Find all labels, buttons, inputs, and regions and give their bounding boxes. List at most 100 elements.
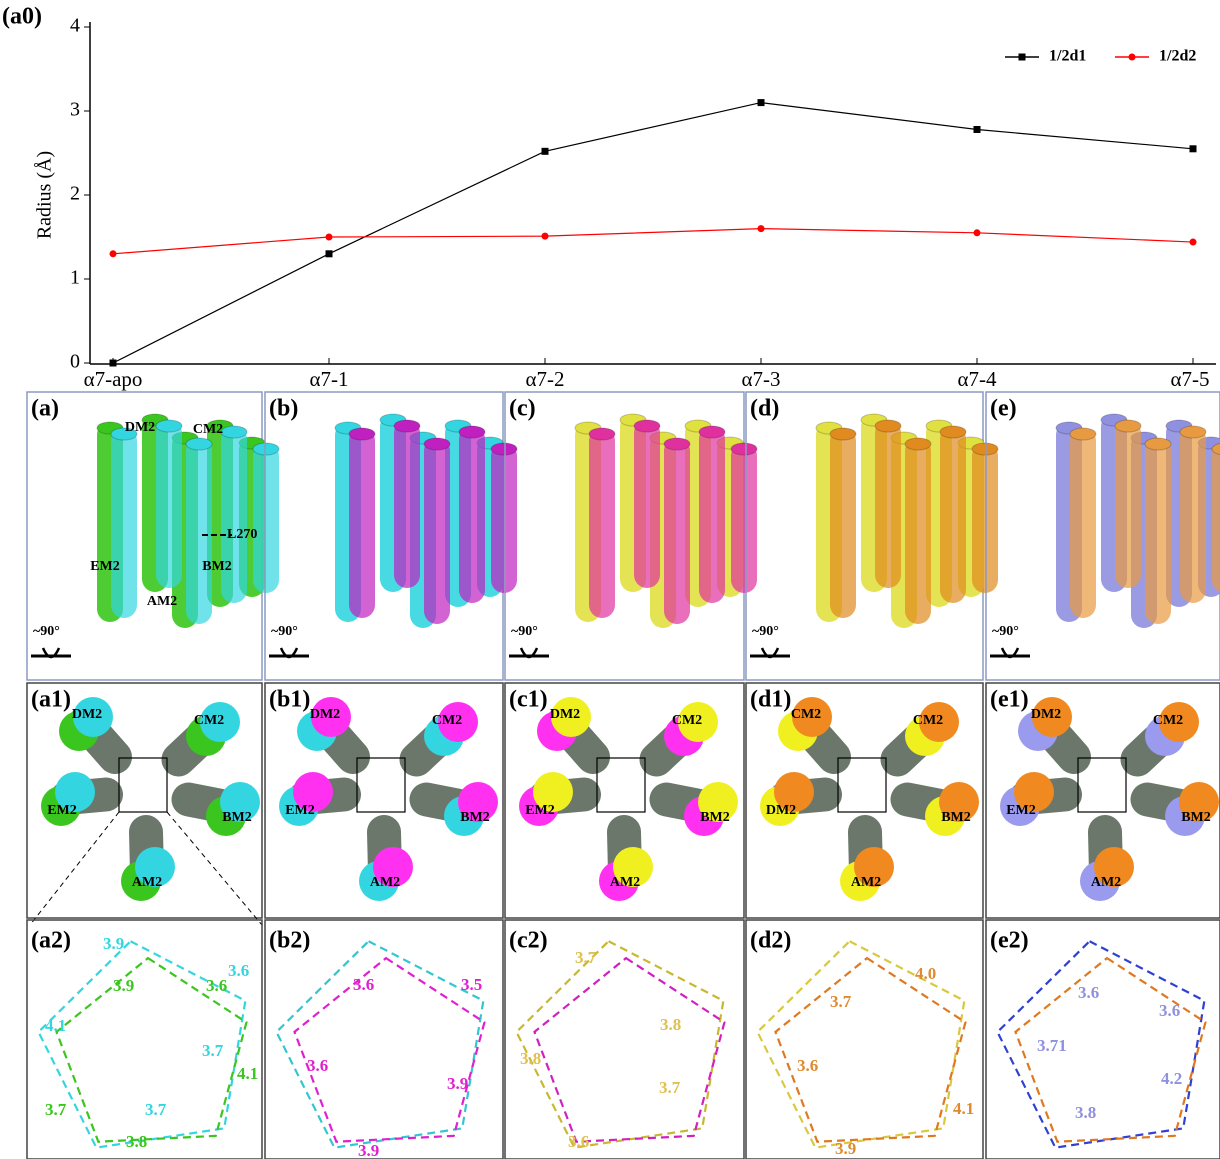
helix-label: EM2 [285, 803, 315, 818]
x-tick-label: α7-2 [526, 367, 565, 391]
helix-cylinder [1180, 426, 1206, 603]
marker [758, 99, 765, 106]
distance-label: 4.1 [237, 1064, 258, 1083]
zoom-guide [30, 812, 119, 925]
helix-label: BM2 [202, 559, 232, 574]
distance-label: 3.8 [1075, 1103, 1096, 1122]
rotation-label: ~90° [752, 624, 779, 639]
panel-label: (b2) [269, 928, 310, 954]
distance-label: 3.71 [1037, 1036, 1067, 1055]
helix-cap [875, 420, 901, 432]
distance-label: 3.8 [126, 1132, 147, 1151]
marker [1190, 145, 1197, 152]
rotation-label: ~90° [33, 624, 60, 639]
panel-label: (c) [509, 396, 536, 422]
helix-cap [491, 443, 517, 455]
x-tick-label: α7-apo [84, 367, 143, 391]
helix-cylinder [699, 426, 725, 603]
helix-label: AM2 [370, 875, 400, 890]
marker [1019, 54, 1026, 61]
panel-frame [505, 920, 744, 1159]
helix-cap [664, 438, 690, 450]
helix-cylinder [491, 443, 517, 593]
helix-label: DM2 [1031, 707, 1061, 722]
distance-label: 3.7 [830, 992, 852, 1011]
helix-cap [424, 438, 450, 450]
distance-label: 3.7 [659, 1078, 681, 1097]
helix-cap [221, 426, 247, 438]
helix-cap [1145, 438, 1171, 450]
helix-cap [394, 420, 420, 432]
distance-label: 3.6 [1078, 983, 1099, 1002]
distance-label: 3.8 [660, 1015, 681, 1034]
chart-title: (a0) [2, 4, 42, 30]
helix-cylinder [186, 438, 212, 624]
helix-label: EM2 [1006, 803, 1036, 818]
series-line [113, 229, 1193, 254]
helix-label: BM2 [700, 810, 730, 825]
marker [326, 250, 333, 257]
helix-cylinder [1212, 443, 1220, 593]
helix-label: BM2 [222, 810, 252, 825]
helix-cylinder [424, 438, 450, 624]
helix-cap [972, 443, 998, 455]
marker [758, 225, 765, 232]
distance-label: 3.6 [1159, 1001, 1180, 1020]
panel-frame [27, 920, 262, 1159]
distance-label: 3.6 [228, 961, 249, 980]
distance-label: 3.5 [461, 975, 482, 994]
distance-label: 4.0 [915, 964, 936, 983]
helix-cap [1070, 428, 1096, 440]
helix-label: AM2 [132, 875, 162, 890]
distance-label: 3.8 [520, 1049, 541, 1068]
figure: (a0) Radius (Å) 01234α7-apoα7-1α7-2α7-3α… [0, 0, 1220, 1159]
panel-label: (a1) [31, 687, 71, 713]
panel-frame [746, 920, 983, 1159]
helix-label: AM2 [610, 875, 640, 890]
helix-cylinder [394, 420, 420, 588]
helix-label: DM2 [550, 707, 580, 722]
x-tick-label: α7-3 [742, 367, 781, 391]
helix-cylinder [1145, 438, 1171, 624]
helix-label: AM2 [851, 875, 881, 890]
distance-pentagon [276, 941, 483, 1147]
marker [110, 250, 117, 257]
y-axis-label: Radius (Å) [34, 151, 56, 239]
helix-cylinder [253, 443, 279, 593]
helix-cylinder [156, 420, 182, 588]
residue-label: L270 [227, 527, 257, 542]
helix-label: EM2 [90, 559, 120, 574]
helix-cylinder [1070, 428, 1096, 618]
marker [1129, 54, 1136, 61]
panel-label: (a2) [31, 928, 71, 954]
marker [542, 148, 549, 155]
helix-cylinder [349, 428, 375, 618]
distance-label: 4.1 [953, 1099, 974, 1118]
x-tick-label: α7-4 [958, 367, 997, 391]
helix-label: CM2 [791, 707, 821, 722]
distance-label: 4.2 [1161, 1069, 1182, 1088]
rotation-label: ~90° [511, 624, 538, 639]
panel-label: (a) [31, 396, 59, 422]
panel-label: (c1) [509, 687, 548, 713]
helix-label: CM2 [432, 713, 462, 728]
distance-label: 3.6 [307, 1056, 328, 1075]
helix-cylinder [830, 428, 856, 618]
helix-label: AM2 [147, 594, 177, 609]
helix-label: DM2 [125, 420, 155, 435]
panel-label: (d2) [750, 928, 791, 954]
distance-label: 3.6 [353, 975, 374, 994]
panel-label: (e) [990, 396, 1017, 422]
marker [542, 233, 549, 240]
helix-label: DM2 [310, 707, 340, 722]
distance-label: 3.6 [797, 1056, 818, 1075]
distance-label: 3.6 [206, 976, 227, 995]
helix-label: AM2 [1091, 875, 1121, 890]
distance-pentagon [997, 941, 1204, 1147]
helix-cylinder [1115, 420, 1141, 588]
marker [1190, 239, 1197, 246]
rotation-label: ~90° [271, 624, 298, 639]
panel-label: (c2) [509, 928, 548, 954]
distance-label: 3.9 [835, 1139, 856, 1158]
helix-cylinder [459, 426, 485, 603]
